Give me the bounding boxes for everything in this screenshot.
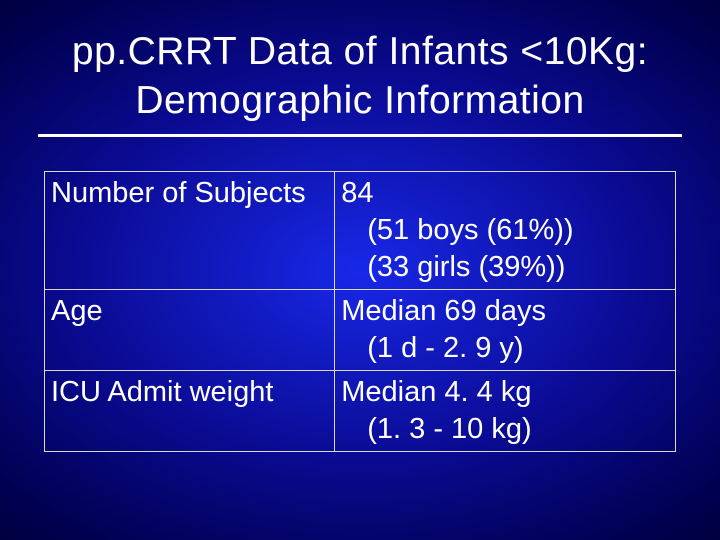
slide-container: pp.CRRT Data of Infants <10Kg: Demograph… <box>0 0 720 540</box>
title-line-2: Demographic Information <box>38 77 682 126</box>
row-value: Median 4. 4 kg (1. 3 - 10 kg) <box>335 371 676 452</box>
row-label: Number of Subjects <box>45 171 335 289</box>
value-sub1: (51 boys (61%)) <box>341 212 669 249</box>
title-underline <box>38 134 682 137</box>
table-row: ICU Admit weight Median 4. 4 kg (1. 3 - … <box>45 371 676 452</box>
value-main: Median 69 days <box>341 295 546 327</box>
value-main: 84 <box>341 177 373 209</box>
demographics-table: Number of Subjects 84 (51 boys (61%)) (3… <box>44 171 676 453</box>
value-sub1: (1 d - 2. 9 y) <box>341 330 669 367</box>
title-line-1: pp.CRRT Data of Infants <10Kg: <box>38 28 682 77</box>
value-sub2: (33 girls (39%)) <box>341 249 669 286</box>
row-value: 84 (51 boys (61%)) (33 girls (39%)) <box>335 171 676 289</box>
value-main: Median 4. 4 kg <box>341 376 531 408</box>
value-sub1: (1. 3 - 10 kg) <box>341 411 669 448</box>
title-block: pp.CRRT Data of Infants <10Kg: Demograph… <box>38 28 682 137</box>
demographics-table-wrap: Number of Subjects 84 (51 boys (61%)) (3… <box>44 171 676 453</box>
table-row: Number of Subjects 84 (51 boys (61%)) (3… <box>45 171 676 289</box>
row-value: Median 69 days (1 d - 2. 9 y) <box>335 289 676 370</box>
row-label: Age <box>45 289 335 370</box>
table-row: Age Median 69 days (1 d - 2. 9 y) <box>45 289 676 370</box>
row-label: ICU Admit weight <box>45 371 335 452</box>
